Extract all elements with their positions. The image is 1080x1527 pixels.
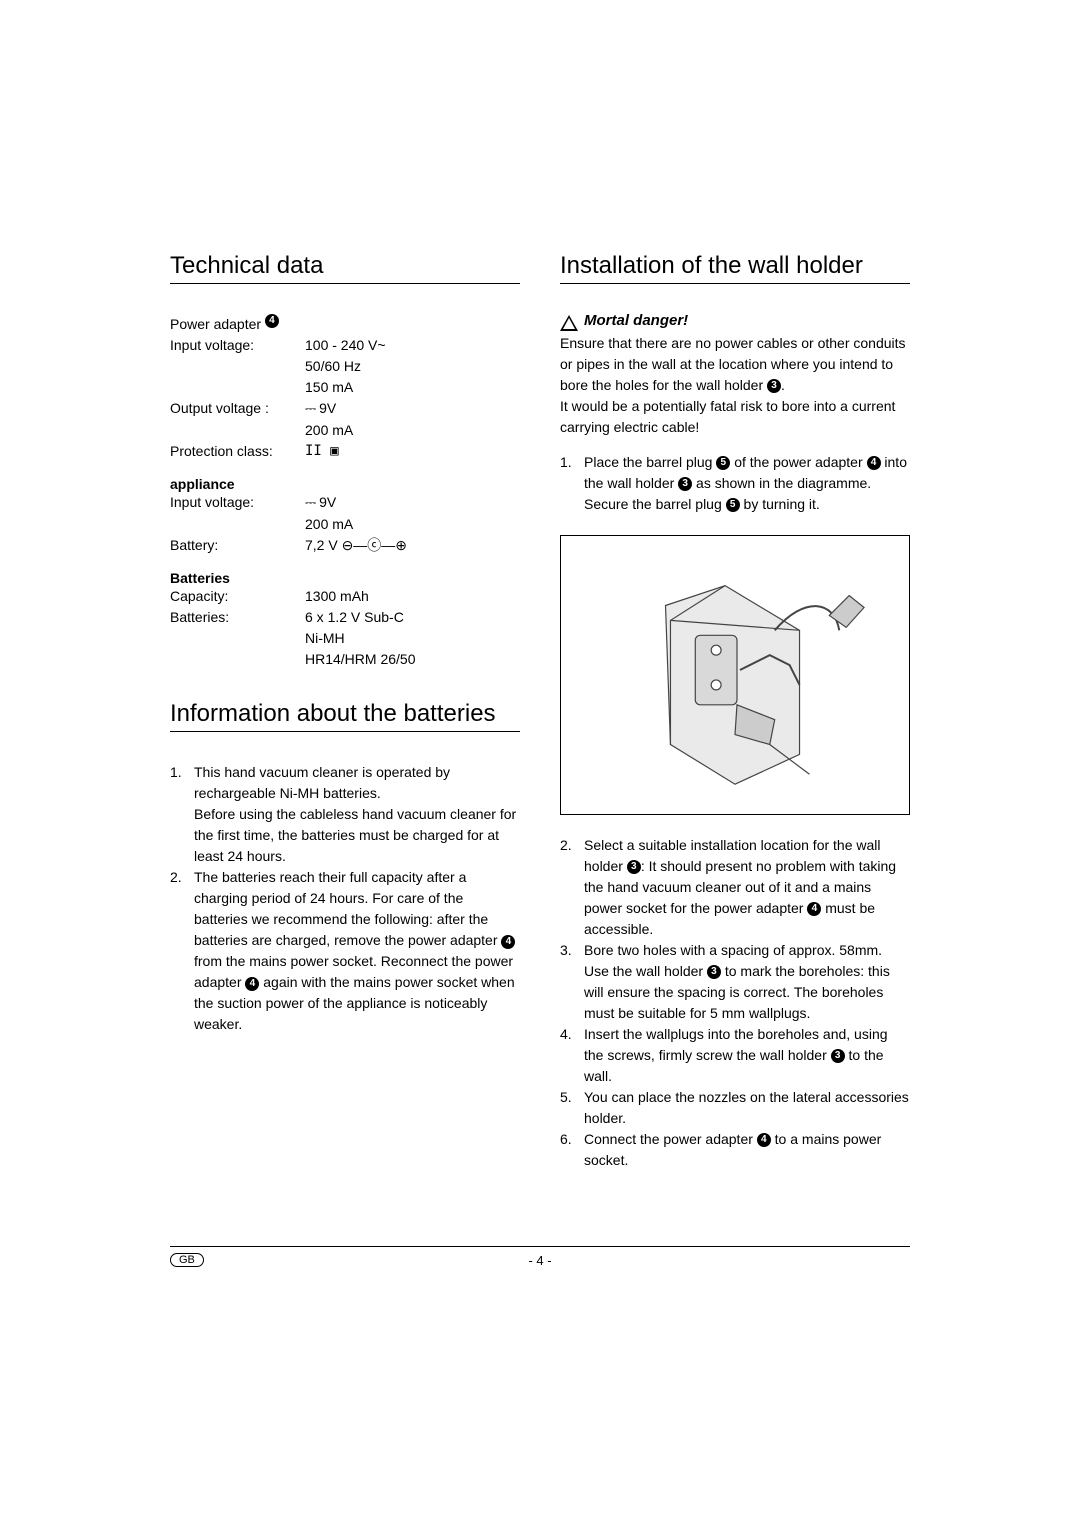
list-item: 4.Insert the wallplugs into the borehole… (560, 1024, 910, 1087)
label-power-adapter: Power adapter (170, 314, 261, 335)
page-number: - 4 - (528, 1253, 551, 1268)
label-app-input-voltage: Input voltage: (170, 492, 305, 514)
heading-battery-info: Information about the batteries (170, 698, 520, 732)
warning-icon (560, 315, 578, 331)
list-item: 5.You can place the nozzles on the later… (560, 1087, 910, 1129)
left-column: Technical data Power adapter 4 Input vol… (170, 250, 520, 1171)
label-batteries: Batteries: (170, 607, 305, 628)
list-item: 6.Connect the power adapter 4 to a mains… (560, 1129, 910, 1171)
label-capacity: Capacity: (170, 586, 305, 607)
list-item: 3.Bore two holes with a spacing of appro… (560, 940, 910, 1024)
list-item: 1. Place the barrel plug 5 of the power … (560, 452, 910, 515)
country-badge: GB (170, 1253, 204, 1267)
warning-title: Mortal danger! (584, 312, 688, 329)
label-protection-class: Protection class: (170, 441, 305, 462)
label-output-voltage: Output voltage : (170, 398, 305, 420)
label-battery: Battery: (170, 535, 305, 556)
label-input-voltage: Input voltage: (170, 335, 305, 356)
spec-power-adapter: Power adapter 4 (170, 314, 520, 335)
page-footer: GB - 4 - (170, 1246, 910, 1267)
heading-installation: Installation of the wall holder (560, 250, 910, 284)
warning-text: Ensure that there are no power cables or… (560, 333, 910, 438)
warning-row: Mortal danger! (560, 312, 910, 333)
heading-technical-data: Technical data (170, 250, 520, 284)
right-column: Installation of the wall holder Mortal d… (560, 250, 910, 1171)
installation-diagram (560, 535, 910, 815)
ref-badge-4: 4 (265, 314, 279, 328)
subhead-batteries: Batteries (170, 570, 520, 586)
subhead-appliance: appliance (170, 476, 520, 492)
list-item: 2.Select a suitable installation locatio… (560, 835, 910, 940)
list-item: 1. This hand vacuum cleaner is operated … (170, 762, 520, 867)
list-item: 2. The batteries reach their full capaci… (170, 867, 520, 1035)
